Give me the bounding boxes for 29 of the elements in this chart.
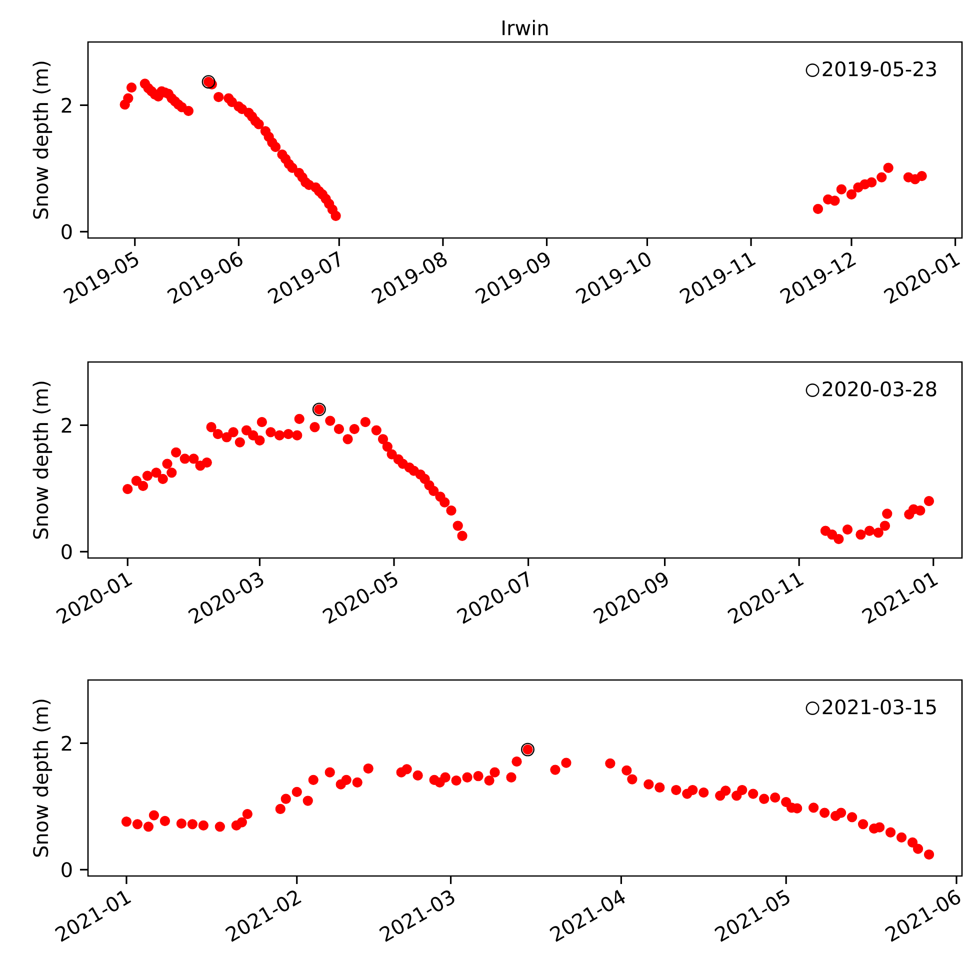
point (254, 119, 264, 130)
point (846, 189, 857, 200)
legend-label: 2020-03-28 (822, 381, 936, 396)
point (214, 92, 224, 102)
point (270, 142, 281, 152)
point (330, 210, 341, 221)
point (883, 162, 894, 173)
y-tick-label: 0 (62, 862, 72, 878)
point (830, 196, 840, 206)
y-tick-label: 2 (62, 418, 72, 433)
y-tick-label: 0 (62, 224, 72, 240)
point (812, 204, 824, 214)
point (126, 82, 137, 93)
point (836, 184, 847, 194)
legend-label: 2019-05-23 (822, 61, 936, 76)
y-axis-title: Snow depth (m) (32, 382, 52, 539)
y-tick-label: 2 (62, 98, 72, 113)
point (287, 162, 298, 173)
point (123, 93, 134, 104)
point (876, 172, 887, 182)
point (916, 170, 927, 182)
y-tick-label: 2 (62, 736, 72, 751)
point (183, 106, 194, 116)
chart-title: Irwin (502, 20, 548, 36)
y-axis-title: Snow depth (m) (32, 700, 52, 857)
legend-label: 2021-03-15 (822, 699, 936, 714)
y-axis-title: Snow depth (m) (32, 62, 52, 219)
point (866, 177, 877, 188)
y-tick-label: 0 (62, 544, 72, 560)
